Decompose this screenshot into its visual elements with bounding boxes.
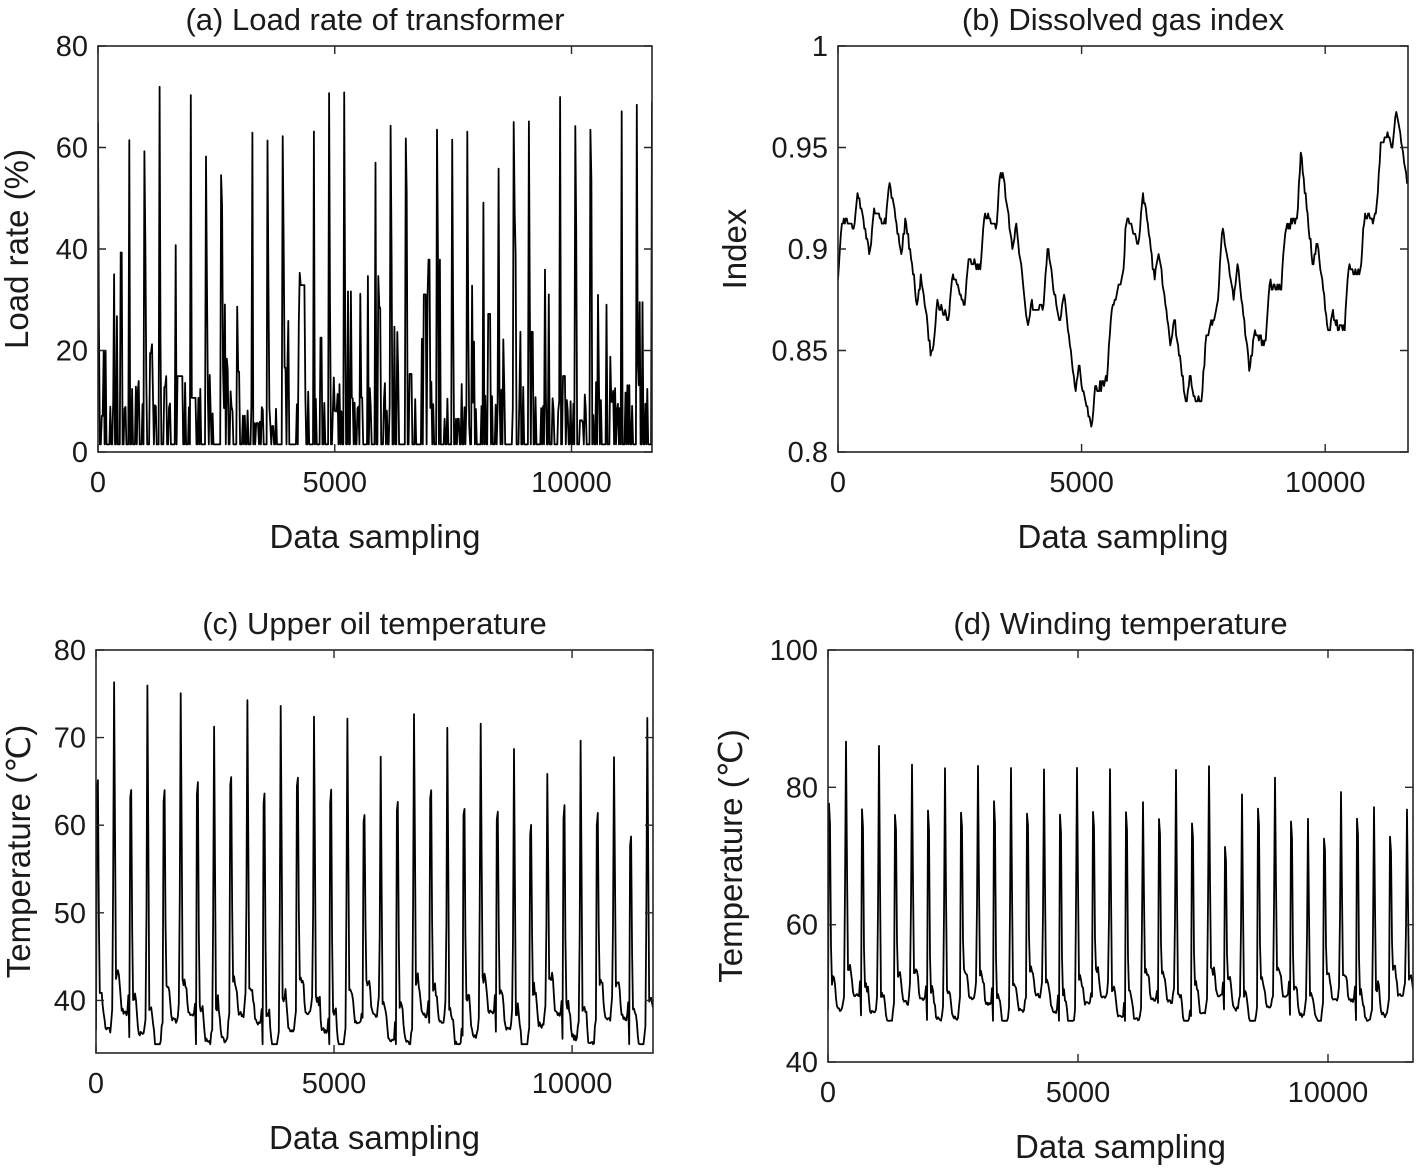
chart-title: (c) Upper oil temperature [202, 606, 547, 641]
panel-d: 0 5000 10000 40 60 80 100 (d) Winding temperatu… [712, 606, 1414, 1165]
y-axis-label: Load rate (%) [0, 149, 35, 349]
y-tick-label: 40 [786, 1047, 818, 1079]
x-tick-label: 0 [820, 1077, 836, 1109]
x-tick-label: 10000 [531, 467, 612, 499]
y-tick-label: 0 [72, 437, 88, 469]
x-axis-label: Data sampling [1018, 518, 1229, 555]
x-tick-label: 0 [830, 467, 846, 499]
y-tick-label: 1 [812, 31, 828, 63]
x-axis-label: Data sampling [270, 518, 481, 555]
series-line-d [828, 740, 1413, 1022]
axes-frame-d [827, 649, 1414, 1063]
x-axis-label: Data sampling [1015, 1128, 1226, 1165]
x-tick-label: 5000 [302, 467, 367, 499]
series-line-a [98, 85, 652, 446]
y-tick-label: 0.95 [772, 133, 828, 165]
y-tick-label: 40 [56, 234, 88, 266]
y-tick-label: 80 [54, 635, 86, 667]
y-tick-label: 60 [54, 810, 86, 842]
series-line-b [838, 111, 1408, 428]
x-tick-label: 5000 [1046, 1077, 1111, 1109]
y-tick-label: 80 [786, 772, 818, 804]
chart-title: (d) Winding temperature [953, 606, 1287, 641]
y-tick-label: 0.85 [772, 336, 828, 368]
chart-title: (a) Load rate of transformer [185, 2, 564, 37]
y-axis-label: Temperature (℃) [0, 725, 37, 978]
panel-b: 0 5000 10000 0.8 0.85 0.9 0.95 1 (b) Dissolved g… [716, 2, 1409, 555]
y-tick-label: 100 [770, 635, 818, 667]
x-tick-label: 5000 [1049, 467, 1114, 499]
y-tick-label: 50 [54, 898, 86, 930]
x-tick-label: 10000 [1288, 1077, 1369, 1109]
x-tick-label: 10000 [1285, 467, 1366, 499]
y-tick-label: 60 [786, 910, 818, 942]
series-line-c [96, 681, 653, 1046]
y-tick-label: 40 [54, 985, 86, 1017]
x-tick-label: 0 [90, 467, 106, 499]
x-tick-label: 0 [88, 1068, 104, 1100]
x-tick-label: 5000 [302, 1068, 367, 1100]
y-tick-label: 60 [56, 133, 88, 165]
x-tick-label: 10000 [532, 1068, 613, 1100]
panel-c: 0 5000 10000 40 50 60 70 80 (c) Upper oil temper… [0, 606, 654, 1156]
axes-frame-c [95, 649, 654, 1054]
x-axis-label: Data sampling [269, 1119, 480, 1156]
panel-a: 0 5000 10000 0 20 40 60 80 (a) Load rate of tran… [0, 2, 653, 555]
y-tick-label: 80 [56, 31, 88, 63]
y-axis-label: Temperature (℃) [712, 729, 749, 982]
y-tick-label: 0.9 [788, 234, 828, 266]
y-axis-label: Index [716, 208, 753, 289]
y-tick-label: 70 [54, 723, 86, 755]
chart-title: (b) Dissolved gas index [962, 2, 1285, 37]
y-tick-label: 20 [56, 336, 88, 368]
y-tick-label: 0.8 [788, 437, 828, 469]
